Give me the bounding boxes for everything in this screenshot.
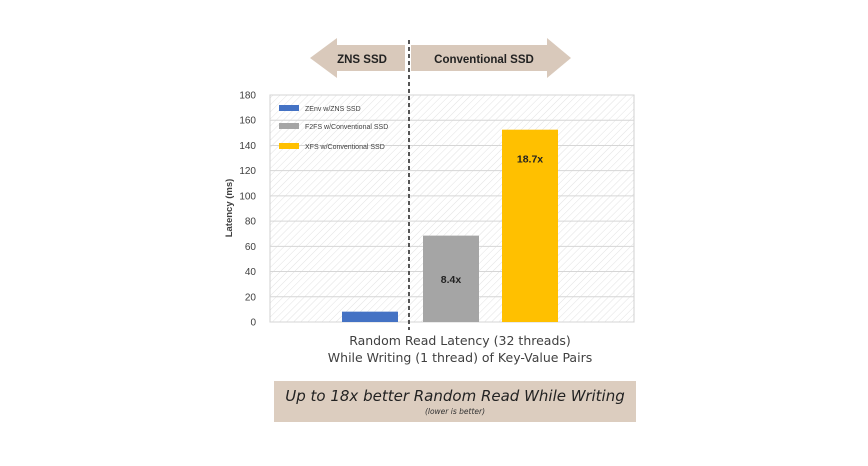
bar-value-label: 8.4x — [441, 274, 462, 286]
x-axis-caption-line1: Random Read Latency (32 threads) — [349, 333, 571, 348]
y-tick-label: 60 — [245, 242, 257, 253]
legend-swatch — [279, 123, 299, 129]
bar-value-label: 18.7x — [517, 154, 543, 166]
y-tick-label: 80 — [245, 217, 257, 228]
bar — [342, 311, 398, 322]
summary-headline: Up to 18x better Random Read While Writi… — [285, 387, 625, 405]
legend-label: XFS w/Conventional SSD — [305, 144, 385, 151]
y-tick-label: 180 — [239, 91, 256, 102]
bar — [423, 235, 479, 322]
y-tick-label: 140 — [239, 141, 256, 152]
bar-labels: 8.4x 18.7x — [441, 154, 544, 286]
summary-note: (lower is better) — [424, 407, 486, 416]
y-tick-label: 40 — [245, 267, 257, 278]
legend-label: ZEnv w/ZNS SSD — [305, 106, 361, 113]
y-tick-label: 100 — [239, 191, 256, 202]
y-tick-label: 120 — [239, 166, 256, 177]
right-arrow-label: Conventional SSD — [434, 54, 534, 66]
legend: ZEnv w/ZNS SSD F2FS w/Conventional SSD XFS… — [279, 105, 388, 151]
summary-box: Up to 18x better Random Read While Writi… — [274, 381, 636, 422]
y-tick-label: 0 — [250, 318, 256, 329]
legend-label: F2FS w/Conventional SSD — [305, 124, 388, 131]
legend-swatch — [279, 143, 299, 149]
y-tick-label: 160 — [239, 116, 256, 127]
y-tick-label: 20 — [245, 292, 257, 303]
right-arrow-shape — [411, 38, 571, 78]
y-tick-labels: 0 20 40 60 80 100 120 140 160 180 — [239, 91, 256, 329]
left-arrow-label: ZNS SSD — [337, 54, 387, 66]
y-axis-title: Latency (ms) — [224, 179, 235, 238]
legend-swatch — [279, 105, 299, 111]
bar — [502, 129, 558, 322]
left-arrow-shape — [310, 38, 405, 78]
x-axis-caption-line2: While Writing (1 thread) of Key-Value Pa… — [327, 350, 593, 365]
bars — [342, 129, 558, 322]
